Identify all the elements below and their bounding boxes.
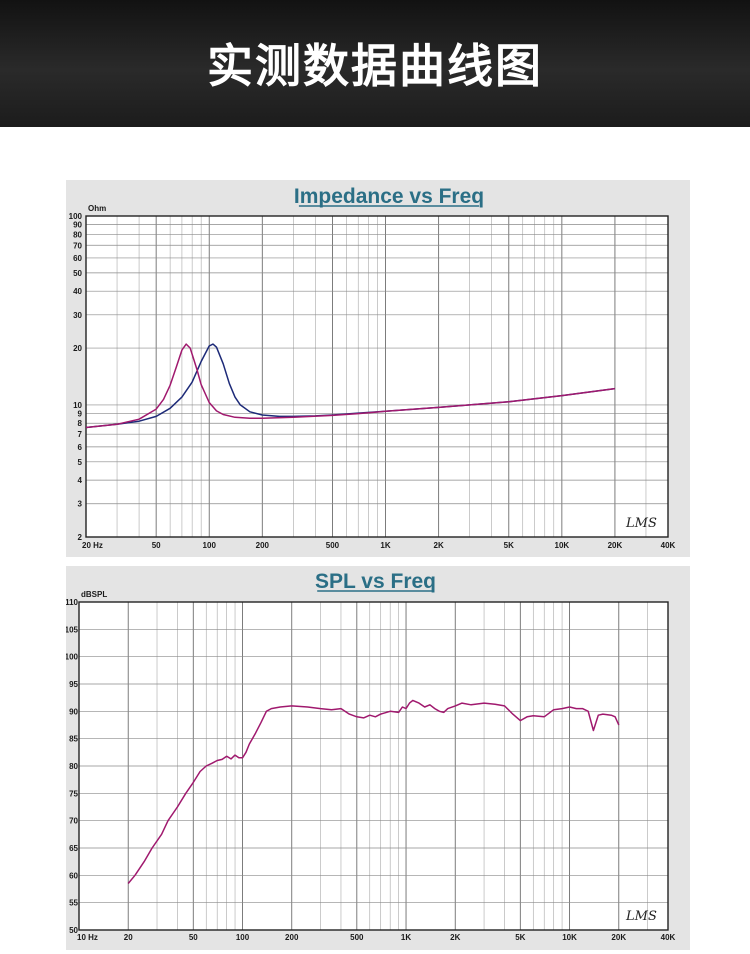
x-tick-label: 40K (661, 933, 676, 942)
y-tick-label: 2 (78, 533, 83, 542)
y-tick-label: 100 (66, 653, 79, 662)
chart-title: Impedance vs Freq (294, 185, 484, 208)
series-line (127, 699, 620, 884)
x-tick-label: 20K (611, 933, 626, 942)
x-tick-label: 50 (189, 933, 198, 942)
x-gridlines (116, 216, 647, 537)
banner-title: 实测数据曲线图 (207, 39, 543, 93)
y-axis-unit: dBSPL (81, 590, 107, 599)
y-tick-label: 90 (73, 221, 82, 230)
x-tick-label: 5K (504, 541, 514, 550)
x-tick-label: 1K (380, 541, 390, 550)
x-tick-label: 2K (434, 541, 444, 550)
x-tick-label: 10K (562, 933, 577, 942)
y-tick-label: 7 (78, 430, 83, 439)
y-tick-label: 10 (73, 401, 82, 410)
x-tick-label: 500 (326, 541, 340, 550)
y-tick-label: 80 (69, 762, 78, 771)
plot-frame (78, 601, 669, 931)
y-tick-label: 3 (78, 500, 83, 509)
y-tick-label: 5 (78, 458, 83, 467)
y-tick-label: 55 (69, 899, 78, 908)
x-tick-label: 2K (450, 933, 460, 942)
y-tick-label: 70 (69, 817, 78, 826)
series-line (85, 343, 615, 429)
x-tick-label: 20K (608, 541, 623, 550)
y-tick-label: 105 (66, 625, 79, 634)
y-tick-label: 50 (73, 269, 82, 278)
y-tick-label: 6 (78, 443, 83, 452)
y-gridlines (79, 628, 668, 904)
y-tick-label: 20 (73, 344, 82, 353)
impedance-chart-panel: Impedance vs Freq Ohm 100 90 80 70 60 50 40 30 20 1… (66, 180, 690, 557)
y-axis-unit: Ohm (88, 204, 106, 213)
x-tick-label: 40K (661, 541, 676, 550)
y-tick-label: 75 (69, 789, 78, 798)
spl-chart-panel: SPL vs Freq dBSPL 110 105 100 95 90 85 80 75 70 65 6… (66, 566, 690, 950)
y-tick-label: 110 (66, 598, 79, 607)
impedance-chart: Impedance vs FreqOhm10090807060504030201… (69, 185, 676, 550)
y-tick-label: 60 (69, 871, 78, 880)
x-tick-label: 10 Hz (77, 933, 98, 942)
x-tick-label: 100 (236, 933, 250, 942)
y-tick-label: 85 (69, 735, 78, 744)
lms-logo: LMS (625, 909, 657, 924)
y-tick-label: 4 (78, 476, 83, 485)
x-tick-label: 20 Hz (82, 541, 103, 550)
chart-title: SPL vs Freq (315, 570, 436, 593)
y-tick-label: 40 (73, 287, 82, 296)
y-tick-label: 70 (73, 241, 82, 250)
x-tick-label: 200 (256, 541, 270, 550)
x-tick-label: 20 (124, 933, 133, 942)
plot-frame (85, 215, 669, 538)
x-tick-label: 50 (152, 541, 161, 550)
y-gridlines (86, 224, 668, 505)
y-tick-label: 100 (69, 212, 83, 221)
x-tick-label: 500 (350, 933, 364, 942)
x-tick-label: 10K (555, 541, 570, 550)
y-tick-label: 30 (73, 311, 82, 320)
y-tick-label: 60 (73, 254, 82, 263)
plot-area (86, 216, 668, 537)
y-tick-label: 80 (73, 230, 82, 239)
y-tick-label: 95 (69, 680, 78, 689)
lms-logo: LMS (625, 516, 657, 531)
x-tick-label: 5K (515, 933, 525, 942)
y-tick-label: 8 (78, 419, 83, 428)
x-tick-label: 1K (401, 933, 411, 942)
y-tick-label: 50 (69, 926, 78, 935)
x-tick-label: 100 (203, 541, 217, 550)
y-tick-label: 65 (69, 844, 78, 853)
y-tick-label: 90 (69, 707, 78, 716)
x-tick-label: 200 (285, 933, 299, 942)
y-tick-label: 9 (78, 410, 83, 419)
header-banner: 实测数据曲线图 (0, 0, 750, 127)
